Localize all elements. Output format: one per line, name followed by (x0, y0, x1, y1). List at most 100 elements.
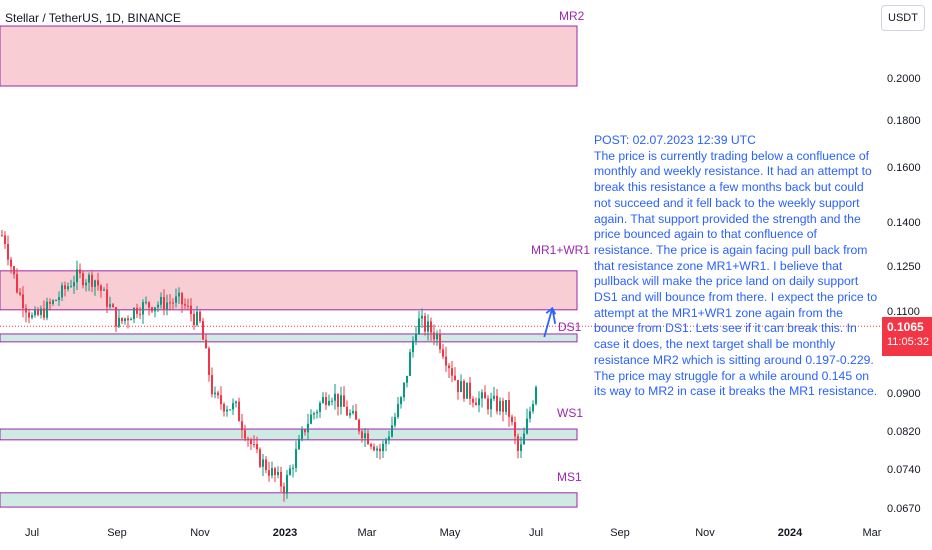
candle (16, 268, 18, 294)
candle (340, 386, 342, 415)
candle (484, 385, 486, 399)
candle (307, 413, 309, 440)
candle (328, 394, 330, 407)
candle (367, 429, 369, 445)
candle (487, 395, 489, 415)
candle (277, 466, 279, 479)
candle (19, 288, 21, 296)
arrow-head-icon (545, 306, 557, 315)
zone-mr1-wr1 (0, 270, 578, 311)
candle (61, 282, 63, 302)
candle (535, 385, 537, 406)
candle (169, 294, 171, 311)
candle (244, 424, 246, 442)
candle (262, 454, 264, 477)
candle (259, 447, 261, 469)
candle (274, 466, 276, 483)
candle (286, 469, 288, 499)
time-tick-label: Sep (107, 527, 127, 539)
candle (397, 397, 399, 420)
candle (415, 326, 417, 346)
candle (475, 397, 477, 406)
zone-mr2 (0, 25, 578, 87)
candle (451, 360, 453, 383)
candle (121, 317, 123, 325)
candle (394, 412, 396, 428)
candle (247, 436, 249, 447)
zone-label-ws1: WS1 (557, 406, 584, 420)
analysis-note: POST: 02.07.2023 12:39 UTC The price is c… (594, 133, 879, 400)
candle (418, 310, 420, 335)
candle (205, 334, 207, 349)
price-tick-label: 0.1800 (887, 115, 921, 127)
time-tick-label: 2024 (777, 527, 803, 539)
candle (67, 282, 69, 292)
candle (199, 310, 201, 324)
candle (472, 396, 474, 408)
candle (400, 396, 402, 409)
candle (373, 443, 375, 452)
candle (301, 426, 303, 442)
candle (142, 299, 144, 325)
candle (478, 391, 480, 413)
candle (34, 306, 36, 318)
candle (409, 348, 411, 377)
candle (55, 299, 57, 302)
candle (421, 308, 423, 329)
candle (163, 289, 165, 316)
time-tick-label: 2023 (272, 527, 298, 539)
price-scale[interactable] (880, 0, 932, 518)
candle (316, 409, 318, 419)
candle (331, 397, 333, 406)
candle (490, 392, 492, 418)
time-axis[interactable]: Jul Sep Nov 2023 Mar May Jul Sep Nov 2024 Mar (0, 518, 932, 550)
candle (112, 302, 114, 308)
price-tick-label: 0.1100 (887, 306, 920, 318)
candle (13, 265, 15, 279)
candle (505, 399, 507, 416)
candle (427, 314, 429, 341)
candle (529, 406, 531, 423)
candle (100, 284, 102, 298)
candle (118, 309, 120, 328)
candle (175, 288, 177, 308)
price-chart[interactable] (0, 0, 880, 518)
candle (208, 346, 210, 382)
candle (130, 317, 132, 321)
candle (406, 375, 408, 388)
candle (364, 428, 366, 447)
candle (403, 382, 405, 402)
candle (424, 312, 426, 336)
candle (343, 386, 345, 407)
candle (481, 389, 483, 408)
candle (115, 307, 117, 332)
time-tick-label: Jul (528, 527, 544, 539)
candle (202, 317, 204, 340)
candle (88, 272, 90, 292)
candle (7, 235, 9, 266)
candle (1, 229, 3, 237)
candle (133, 307, 135, 324)
candle (49, 298, 51, 311)
candle (154, 307, 156, 318)
candle (271, 461, 273, 479)
candle (229, 409, 231, 411)
candle (160, 292, 162, 309)
candle (382, 440, 384, 459)
candle (412, 336, 414, 358)
candle (520, 436, 522, 458)
candle (325, 392, 327, 410)
candle (97, 272, 99, 291)
chart-area[interactable]: Stellar / TetherUS, 1D, BINANCE MR2 MR1+W… (0, 0, 880, 518)
note-body: The price is currently trading below a c… (594, 148, 878, 399)
candle (166, 294, 168, 316)
candle (298, 434, 300, 450)
candle (337, 393, 339, 416)
candle (40, 305, 42, 319)
candle (508, 391, 510, 427)
candle (463, 379, 465, 402)
candle (73, 275, 75, 294)
candle (457, 379, 459, 400)
currency-selector[interactable]: USDT (881, 5, 925, 31)
candle (184, 298, 186, 310)
